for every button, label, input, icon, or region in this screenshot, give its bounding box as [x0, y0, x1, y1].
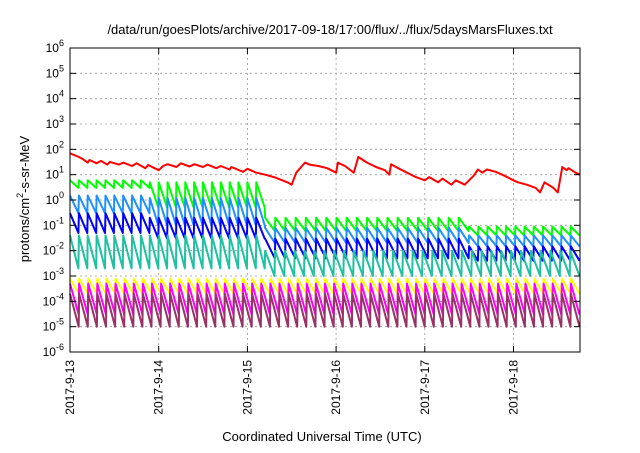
series-line-1: [69, 152, 581, 194]
x-axis-label: Coordinated Universal Time (UTC): [222, 429, 421, 444]
y-tick-label: 10-4: [43, 291, 64, 308]
series-line-8: [69, 292, 581, 328]
y-tick-label: 103: [46, 114, 64, 131]
y-tick-label: 10-1: [43, 215, 64, 232]
x-tick-label: 2017-9-18: [506, 360, 520, 415]
x-tick-label: 2017-9-15: [240, 360, 254, 415]
y-axis-label: protons/cm2-s-sr-MeV: [15, 135, 32, 262]
y-tick-label: 106: [46, 38, 64, 55]
y-tick-label: 10-3: [43, 266, 64, 283]
y-tick-label: 100: [46, 190, 64, 207]
y-tick-label: 10-2: [43, 241, 64, 258]
y-tick-label: 104: [46, 89, 64, 106]
y-tick-label: 101: [46, 165, 64, 182]
x-tick-label: 2017-9-13: [63, 360, 77, 415]
y-tick-label: 105: [46, 63, 64, 80]
series-layer: [69, 152, 581, 328]
series-line-2: [69, 179, 581, 237]
x-tick-label: 2017-9-16: [329, 360, 343, 415]
y-tick-label: 10-6: [43, 342, 64, 359]
y-tick-label: 10-5: [43, 317, 64, 334]
y-tick-label: 102: [46, 139, 64, 156]
series-line-4: [69, 212, 581, 262]
x-tick-label: 2017-9-14: [152, 360, 166, 415]
chart-title: /data/run/goesPlots/archive/2017-09-18/1…: [107, 22, 553, 37]
series-line-3: [69, 194, 581, 248]
series-line-5: [69, 234, 581, 277]
x-tick-label: 2017-9-17: [418, 360, 432, 415]
